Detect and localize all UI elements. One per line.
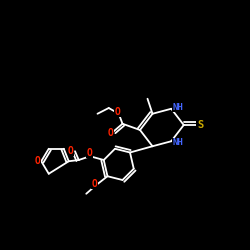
Text: O: O bbox=[86, 148, 92, 158]
Text: NH: NH bbox=[172, 138, 183, 147]
Text: NH: NH bbox=[172, 103, 183, 112]
Text: O: O bbox=[68, 146, 74, 156]
Text: S: S bbox=[197, 120, 203, 130]
Text: O: O bbox=[91, 179, 97, 189]
Text: O: O bbox=[114, 107, 120, 117]
Text: O: O bbox=[108, 128, 114, 138]
Text: O: O bbox=[34, 156, 40, 166]
